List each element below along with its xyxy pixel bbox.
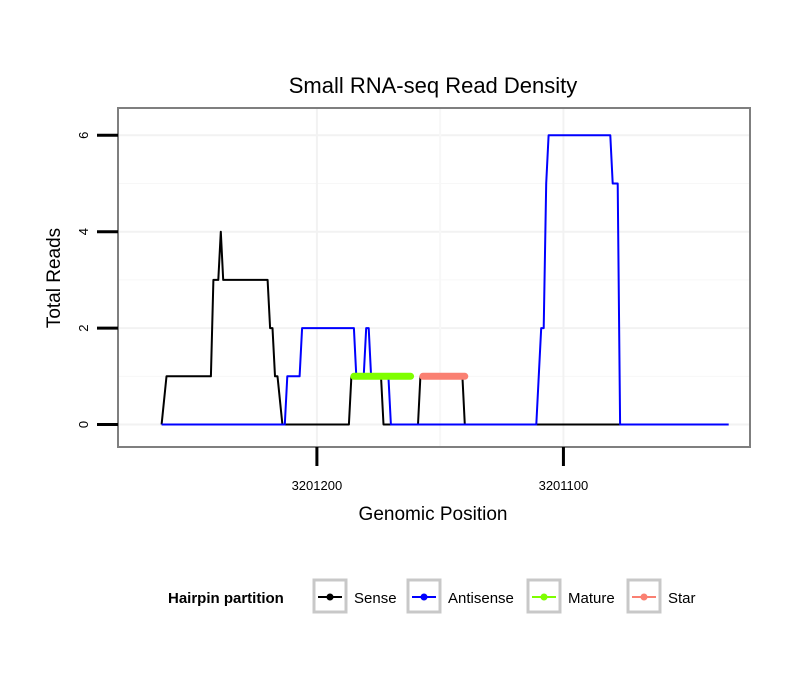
- legend-key-dot: [540, 593, 548, 601]
- legend-item-star: Star: [626, 578, 696, 614]
- chart-title: Small RNA-seq Read Density: [289, 73, 578, 98]
- legend-key-dot: [420, 593, 428, 601]
- y-axis-title: Total Reads: [44, 228, 65, 328]
- y-tick-label: 2: [76, 325, 91, 332]
- legend-label-star: Star: [668, 590, 696, 607]
- legend: Hairpin partition Sense Antisense Mature…: [168, 578, 696, 614]
- legend-label-mature: Mature: [568, 590, 615, 607]
- y-tick-label: 4: [76, 228, 91, 235]
- legend-label-sense: Sense: [354, 590, 397, 607]
- x-axis-title: Genomic Position: [359, 504, 508, 525]
- plot-border: [117, 107, 751, 448]
- legend-item-mature: Mature: [526, 578, 615, 614]
- series-lines: [160, 134, 729, 426]
- y-tick-label: 0: [76, 421, 91, 428]
- legend-key-dot: [640, 593, 648, 601]
- plot-background: [118, 108, 750, 447]
- x-axis: 3201200 3201100: [292, 447, 589, 493]
- y-tick-label: 6: [76, 132, 91, 139]
- legend-item-sense: Sense: [312, 578, 397, 614]
- x-tick-label: 3201200: [292, 478, 343, 493]
- series-line-antisense: [161, 134, 729, 426]
- y-axis: 0 2 4 6: [76, 132, 118, 428]
- x-tick-label: 3201100: [539, 478, 589, 493]
- legend-key-dot: [326, 593, 334, 601]
- plot-panel: [117, 107, 751, 448]
- legend-label-antisense: Antisense: [448, 590, 514, 607]
- legend-title: Hairpin partition: [168, 590, 284, 607]
- legend-item-antisense: Antisense: [406, 578, 514, 614]
